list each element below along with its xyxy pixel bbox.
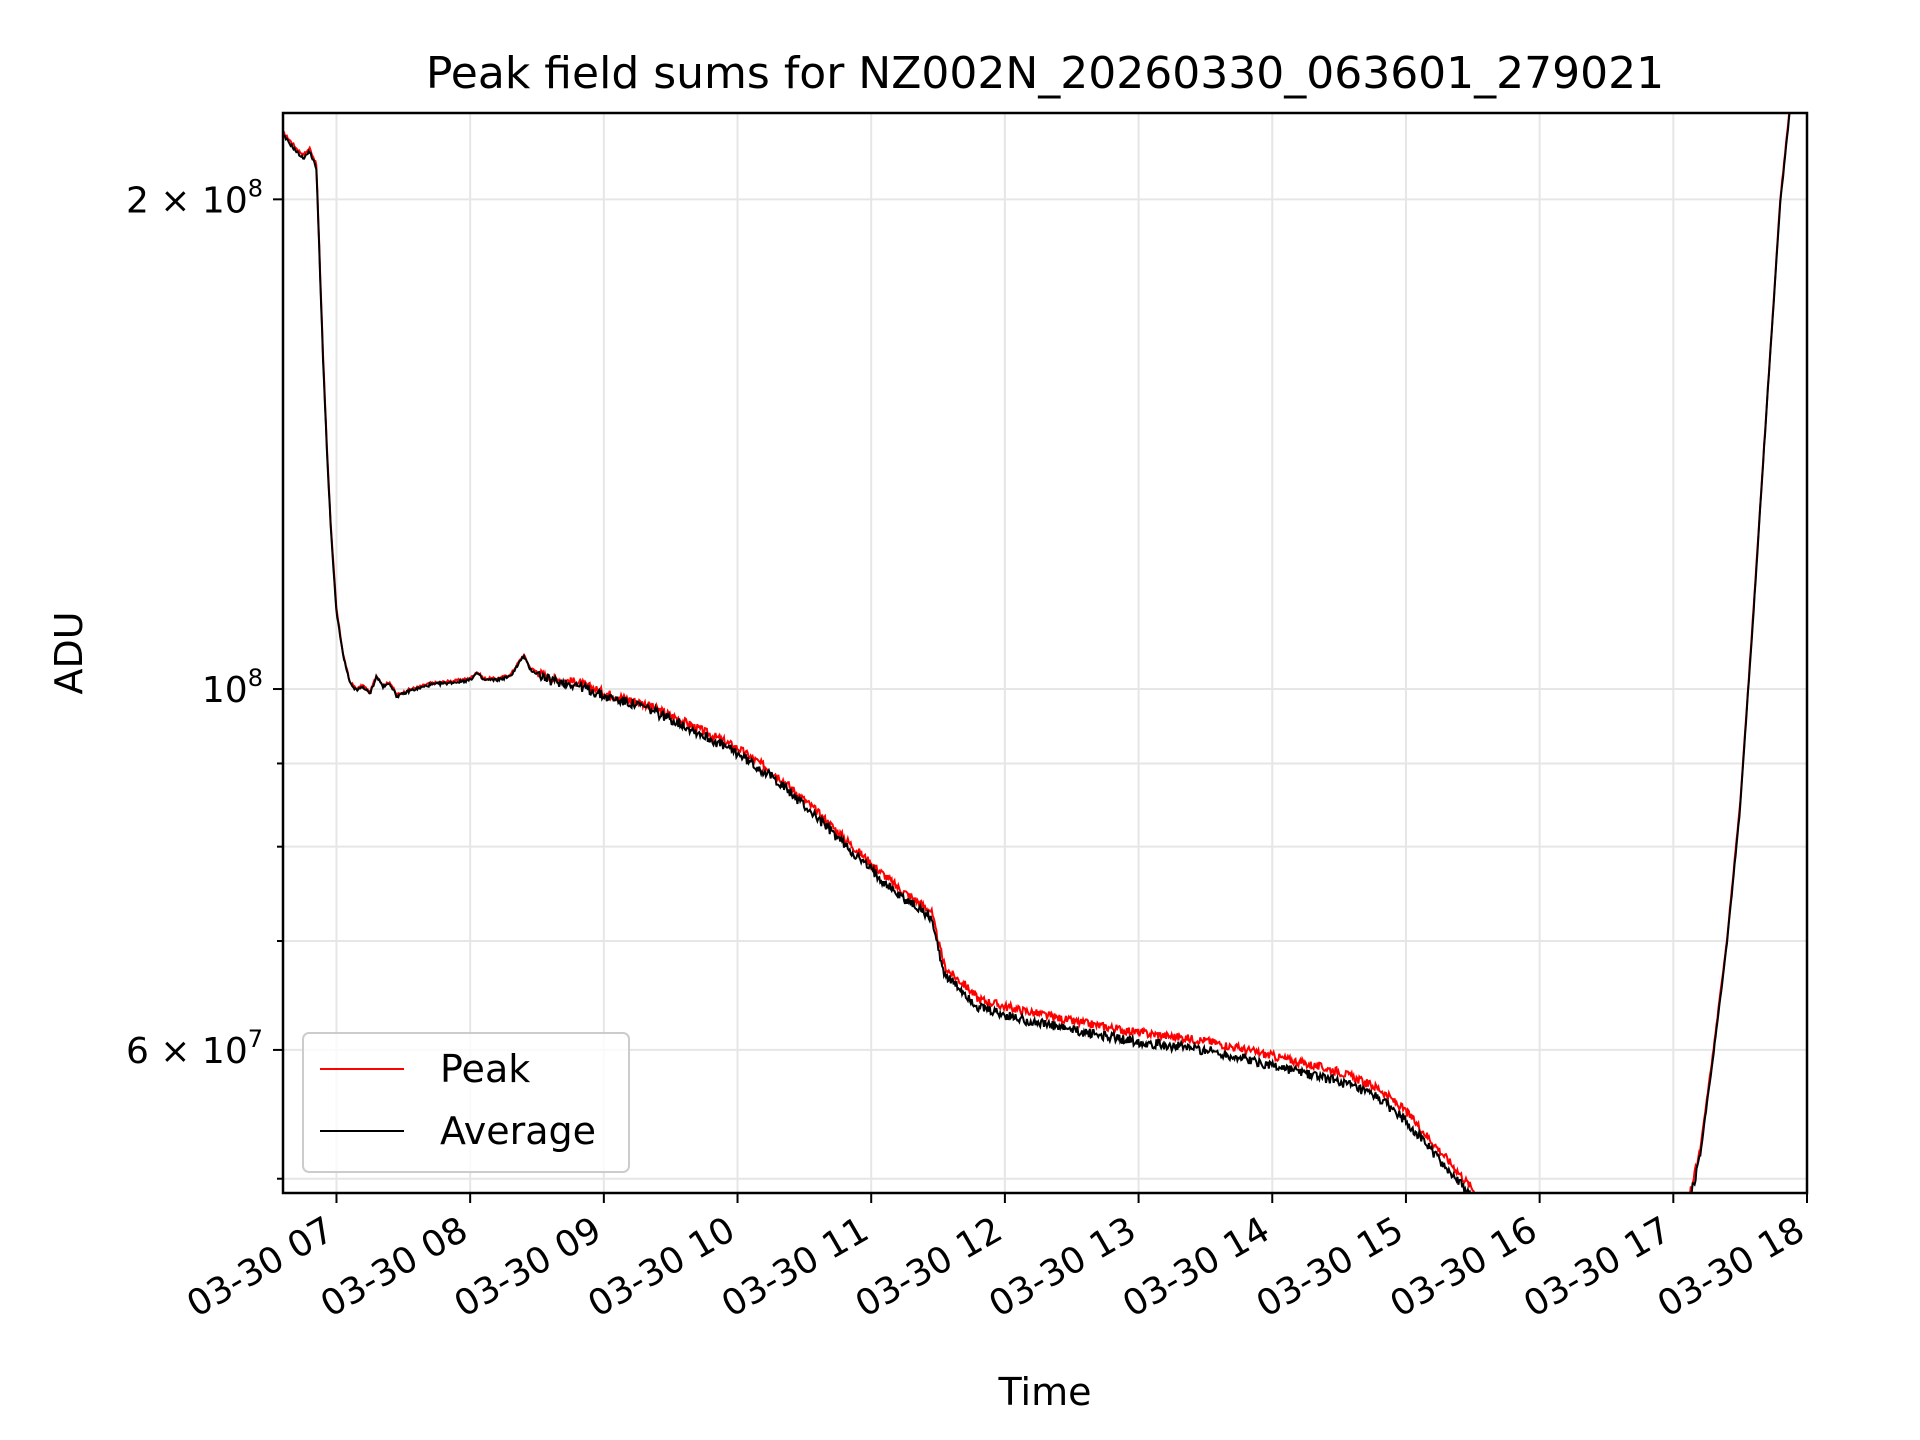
y-tick-label-exponent: 8 [248,174,263,202]
y-tick-label-exponent: 8 [248,664,263,692]
chart-title: Peak field sums for NZ002N_20260330_0636… [426,48,1664,99]
legend-label-average: Average [440,1109,596,1153]
y-tick-label-exponent: 7 [248,1025,263,1053]
plot-frame [281,111,1809,1195]
y-tick-label: 2 × 108 [126,174,263,221]
y-tick-label-base: 2 × 10 [126,180,248,221]
x-axis-label: Time [998,1370,1092,1414]
y-axis-label: ADU [47,611,91,694]
y-tick-label-base: 6 × 10 [126,1031,248,1072]
legend-box [302,1032,630,1173]
y-tick-label: 108 [202,664,263,711]
y-tick-label-base: 10 [202,670,248,711]
series-line-average [283,113,1791,1193]
y-tick-label: 6 × 107 [126,1025,263,1072]
legend: Peak Average [302,1032,630,1173]
plot-lines [283,113,1791,1193]
legend-label-peak: Peak [440,1047,530,1091]
